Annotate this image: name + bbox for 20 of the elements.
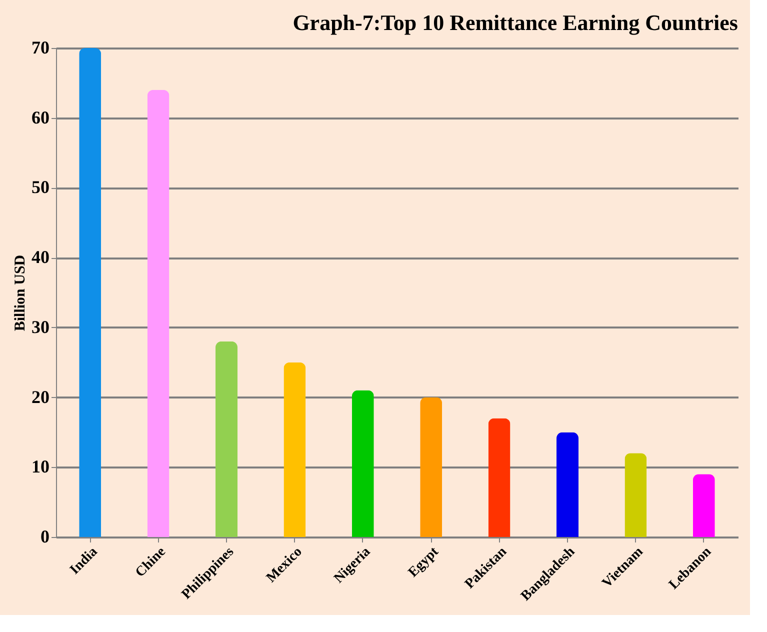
y-tick-label: 10 <box>32 456 50 477</box>
y-tick-label: 30 <box>32 316 50 337</box>
bar <box>79 48 102 537</box>
y-tick-label: 20 <box>32 386 50 407</box>
bar <box>420 397 442 537</box>
y-tick-label: 70 <box>32 38 50 58</box>
bar <box>488 418 510 537</box>
bar <box>692 474 715 537</box>
bar <box>147 90 170 537</box>
bar <box>216 341 238 537</box>
y-tick-label: 0 <box>40 526 50 546</box>
bar <box>352 390 374 537</box>
y-tick-label: 50 <box>32 177 50 198</box>
y-tick-label: 40 <box>32 247 50 268</box>
y-tick-label: 60 <box>32 107 50 128</box>
y-axis-title: Billion USD <box>12 254 28 332</box>
bar <box>556 432 578 537</box>
bar <box>284 362 306 537</box>
bar <box>624 453 647 537</box>
chart-title: Graph-7:Top 10 Remittance Earning Countries <box>292 10 738 35</box>
